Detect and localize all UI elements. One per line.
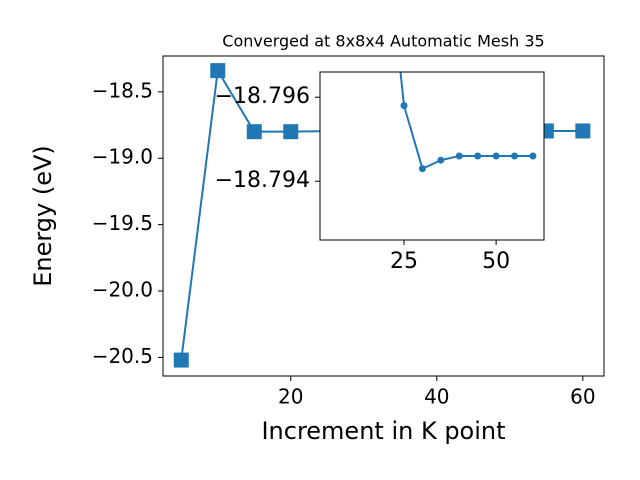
y-tick-label: −20.5: [92, 344, 153, 368]
x-axis-label: Increment in K point: [261, 417, 505, 445]
plot-content: [399, 72, 537, 173]
marker: [455, 152, 463, 160]
y-tick-label: −18.794: [215, 168, 310, 193]
y-tick-label: −19.0: [92, 145, 153, 169]
x-tick-label: 40: [424, 385, 449, 409]
marker: [173, 352, 189, 368]
x-tick-label: 20: [278, 385, 303, 409]
y-axis-label: Energy (eV): [29, 145, 57, 287]
axes-frame: [162, 55, 605, 377]
marker: [437, 156, 445, 164]
x-tick-label: 50: [482, 249, 510, 274]
y-tick-label: −18.796: [215, 84, 310, 109]
marker: [246, 124, 262, 140]
marker: [210, 63, 226, 79]
marker: [511, 152, 519, 160]
x-tick-label: 25: [390, 249, 418, 274]
marker: [492, 152, 500, 160]
axes-frame: [319, 71, 545, 241]
marker: [575, 123, 591, 139]
y-tick-label: −20.0: [92, 278, 153, 302]
marker: [529, 152, 537, 160]
marker: [418, 165, 426, 173]
x-tick-label: 60: [570, 385, 595, 409]
chart-title: Converged at 8x8x4 Automatic Mesh 35: [222, 32, 544, 51]
y-tick-label: −18.5: [92, 78, 153, 102]
marker: [400, 102, 408, 110]
marker: [474, 152, 482, 160]
y-tick-label: −19.5: [92, 211, 153, 235]
marker: [283, 124, 299, 140]
